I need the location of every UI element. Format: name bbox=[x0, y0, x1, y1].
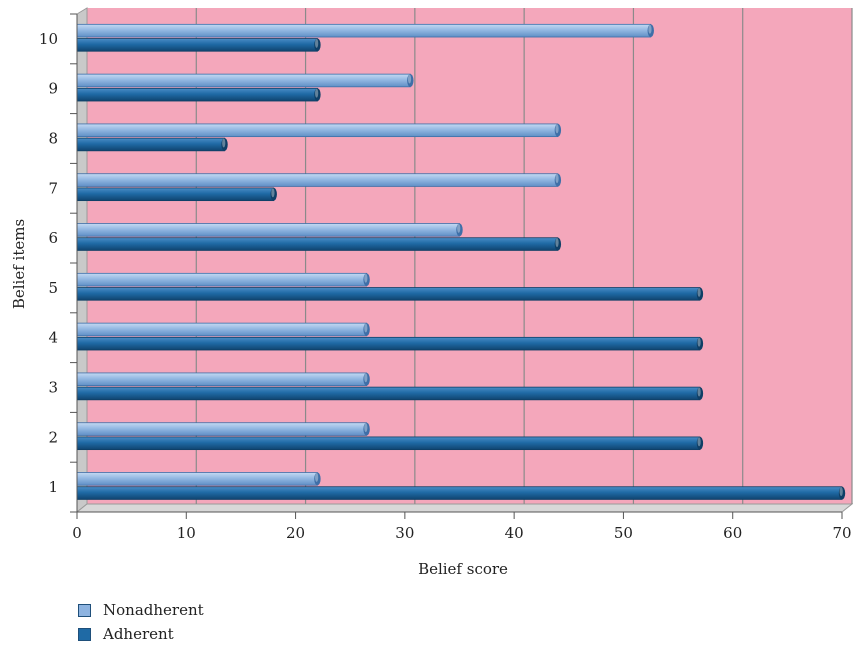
bar-adherent-item-4 bbox=[76, 336, 704, 351]
bar-adherent-item-10 bbox=[76, 38, 321, 52]
bar-nonadherent-item-4 bbox=[76, 322, 370, 337]
x-tick-label: 60 bbox=[723, 524, 742, 542]
y-tick-label: 3 bbox=[48, 379, 58, 397]
y-tick-label: 5 bbox=[48, 279, 58, 297]
bars-group bbox=[76, 23, 846, 500]
y-tick-label: 2 bbox=[48, 428, 58, 446]
bar-adherent-item-7 bbox=[76, 187, 277, 202]
x-tick-label: 0 bbox=[72, 524, 82, 542]
y-tick-label: 8 bbox=[48, 130, 58, 148]
y-tick-label: 1 bbox=[48, 478, 58, 496]
bar-nonadherent-item-7 bbox=[76, 173, 562, 187]
y-tick-label: 6 bbox=[48, 229, 58, 247]
legend: Nonadherent Adherent bbox=[78, 598, 204, 646]
legend-item-nonadherent: Nonadherent bbox=[78, 598, 204, 622]
axes-group: 1 2 3 4 5 6 7 8 9 10 0 10 20 30 40 50 60 70 bbox=[39, 13, 852, 542]
bar-nonadherent-item-2 bbox=[76, 422, 370, 436]
bar-adherent-item-5 bbox=[76, 287, 704, 301]
bar-adherent-item-1 bbox=[76, 486, 846, 500]
x-tick-label: 10 bbox=[177, 524, 196, 542]
y-axis-title: Belief items bbox=[10, 219, 28, 309]
y-tick-label: 10 bbox=[39, 30, 58, 48]
x-tick-label: 30 bbox=[395, 524, 414, 542]
bar-nonadherent-item-6 bbox=[76, 223, 463, 237]
y-tick-label: 7 bbox=[48, 179, 58, 197]
y-tick-label: 9 bbox=[48, 80, 58, 98]
y-tick-label: 4 bbox=[48, 329, 58, 347]
bar-nonadherent-item-3 bbox=[76, 372, 370, 387]
bar-nonadherent-item-8 bbox=[76, 123, 562, 138]
bar-nonadherent-item-9 bbox=[76, 73, 414, 88]
bar-nonadherent-item-10 bbox=[76, 23, 654, 38]
x-tick-label: 40 bbox=[505, 524, 524, 542]
x-axis-title: Belief score bbox=[418, 560, 508, 578]
legend-label-nonadherent: Nonadherent bbox=[103, 601, 204, 619]
bar-adherent-item-2 bbox=[76, 436, 704, 451]
bar-adherent-item-9 bbox=[76, 87, 321, 102]
x-tick-label: 70 bbox=[832, 524, 851, 542]
x-tick-label: 20 bbox=[286, 524, 305, 542]
bar-nonadherent-item-1 bbox=[76, 472, 321, 486]
bar-nonadherent-item-5 bbox=[76, 272, 370, 287]
legend-swatch-nonadherent bbox=[78, 603, 91, 617]
plot-floor bbox=[75, 503, 853, 513]
legend-item-adherent: Adherent bbox=[78, 622, 204, 646]
x-tick-label: 50 bbox=[614, 524, 633, 542]
legend-swatch-adherent bbox=[78, 627, 91, 641]
legend-label-adherent: Adherent bbox=[103, 625, 174, 643]
bar-adherent-item-3 bbox=[76, 386, 704, 401]
bar-adherent-item-6 bbox=[76, 237, 562, 251]
bar-adherent-item-8 bbox=[76, 137, 228, 152]
